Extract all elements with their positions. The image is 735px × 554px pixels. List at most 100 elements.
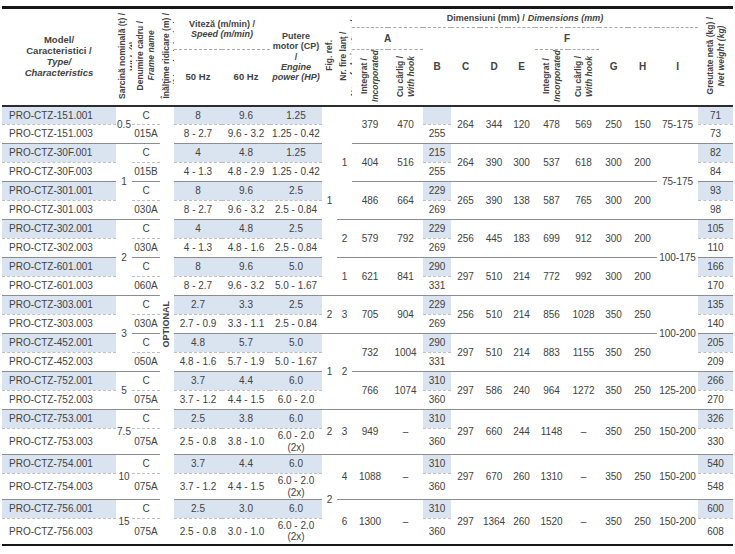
dim-d-cell: 1364 [480,500,508,545]
dim-b-cell: 255 [423,163,451,182]
model-cell: PRO-CTZ-754.001 [2,455,116,474]
header-chain-strands: Nr. fire lanţ /No. of chain strands [337,8,352,106]
frame-cell: C [132,258,160,277]
dim-c-cell: 297 [451,372,480,410]
chain-strands-cell: 1 [337,258,352,296]
header-50hz: 50 Hz [174,50,222,106]
dim-c-cell: 256 [451,296,480,334]
wll-cell: 1 [116,144,132,220]
engine-power-cell: 6.0 - 2.0 (2x) [270,519,322,545]
table-row: PRO-CTZ-303.0013C2.73.32.523705904229256… [2,296,733,315]
dim-i-cell: 150-200 [657,455,698,500]
net-weight-cell: 270 [698,391,733,410]
speed-60hz-cell: 9.6 - 3.2 [222,277,270,296]
dim-e-cell: 214 [508,296,535,334]
dim-d-cell: 510 [480,296,508,334]
dim-h-cell: 250 [628,372,657,410]
frame-cell: 050A [132,353,160,372]
dim-f-incorporated-cell: 1148 [535,410,568,455]
wll-cell: 15 [116,500,132,545]
dim-b-cell: 331 [423,353,451,372]
dim-h-cell: 200 [628,182,657,220]
dim-i-cell: 100-175 [657,220,698,296]
dim-f-hook-cell: 1028 [568,296,599,334]
dim-g-cell: 350 [599,334,628,372]
dim-h-cell: 200 [628,220,657,258]
chain-strands-cell: 3 [337,296,352,334]
net-weight-cell: 326 [698,410,733,429]
header-net-weight: Greutate netă (kg) /Net weight (kg) [698,8,733,106]
dim-f-hook-cell: – [568,410,599,455]
dim-g-cell: 350 [599,500,628,545]
net-weight-cell: 205 [698,334,733,353]
net-weight-cell: 548 [698,474,733,500]
speed-50hz-cell: 2.7 [174,296,222,315]
dim-b-cell: 360 [423,519,451,545]
dim-a-hook-cell: 1074 [388,372,423,410]
dim-c-cell: 256 [451,220,480,258]
fig-ref-cell: 2 [322,455,337,545]
dim-h-cell: 250 [628,455,657,500]
net-weight-cell: 110 [698,239,733,258]
specification-table: Model/ Caracteristici /Type/ Characteris… [2,6,733,546]
speed-60hz-cell: 4.8 [222,144,270,163]
model-cell: PRO-CTZ-302.003 [2,239,116,258]
dim-g-cell: 250 [599,106,628,144]
engine-power-cell: 1.25 [270,106,322,125]
dim-f-hook-cell: – [568,500,599,545]
header-lifting-height: Înălţime ridicare (m) /Lifting height (m… [160,8,174,106]
net-weight-cell: 600 [698,500,733,519]
model-cell: PRO-CTZ-30F.001 [2,144,116,163]
model-cell: PRO-CTZ-756.001 [2,500,116,519]
dim-b-cell: 310 [423,500,451,519]
dim-a-hook-cell: 841 [388,258,423,296]
table-row: PRO-CTZ-601.001C89.65.016218412902975102… [2,258,733,277]
model-cell: PRO-CTZ-756.003 [2,519,116,545]
dim-b-cell: 331 [423,277,451,296]
model-cell: PRO-CTZ-151.001 [2,106,116,125]
dim-f-hook-cell: 1155 [568,334,599,372]
dim-b-cell: 310 [423,455,451,474]
speed-60hz-cell: 9.6 [222,106,270,125]
model-cell: PRO-CTZ-302.001 [2,220,116,239]
speed-50hz-cell: 3.7 [174,455,222,474]
header-fig-ref: Fig. ref. [322,8,337,106]
speed-60hz-cell: 9.6 - 3.2 [222,125,270,144]
net-weight-cell: 540 [698,455,733,474]
dim-g-cell: 350 [599,410,628,455]
frame-cell: 015B [132,163,160,182]
net-weight-cell: 105 [698,220,733,239]
dim-i-cell: 150-200 [657,500,698,545]
dim-b-cell: 360 [423,429,451,455]
header-dim-a: A [352,28,423,50]
header-speed: Viteză (m/min) /Speed (m/min) [174,8,270,50]
dim-f-hook-cell: 618 [568,144,599,182]
engine-power-cell: 2.5 [270,296,322,315]
speed-50hz-cell: 3.7 - 1.2 [174,391,222,410]
speed-50hz-cell: 2.5 - 0.8 [174,429,222,455]
frame-cell: C [132,182,160,201]
dim-g-cell: 300 [599,220,628,258]
model-cell: PRO-CTZ-753.001 [2,410,116,429]
header-60hz: 60 Hz [222,50,270,106]
speed-50hz-cell: 4 - 1.3 [174,163,222,182]
net-weight-cell: 98 [698,201,733,220]
dim-h-cell: 250 [628,410,657,455]
dim-b-cell: 269 [423,239,451,258]
speed-60hz-cell: 3.3 - 1.1 [222,315,270,334]
header-dim-e: E [508,28,535,106]
speed-50hz-cell: 4.8 [174,334,222,353]
wll-cell: 10 [116,455,132,500]
speed-50hz-cell: 2.5 [174,500,222,519]
engine-power-cell: 2.5 [270,220,322,239]
fig-ref-cell: 1 [322,334,337,410]
header-f-incorporated: Integrat /Incorporated [535,50,568,106]
speed-60hz-cell: 5.7 - 1.9 [222,353,270,372]
model-cell: PRO-CTZ-452.003 [2,353,116,372]
dim-f-hook-cell: – [568,455,599,500]
dim-a-incorporated-cell: 766 [352,372,388,410]
model-cell: PRO-CTZ-303.001 [2,296,116,315]
speed-50hz-cell: 4 [174,144,222,163]
speed-50hz-cell: 2.7 - 0.9 [174,315,222,334]
speed-60hz-cell: 4.4 - 1.5 [222,474,270,500]
